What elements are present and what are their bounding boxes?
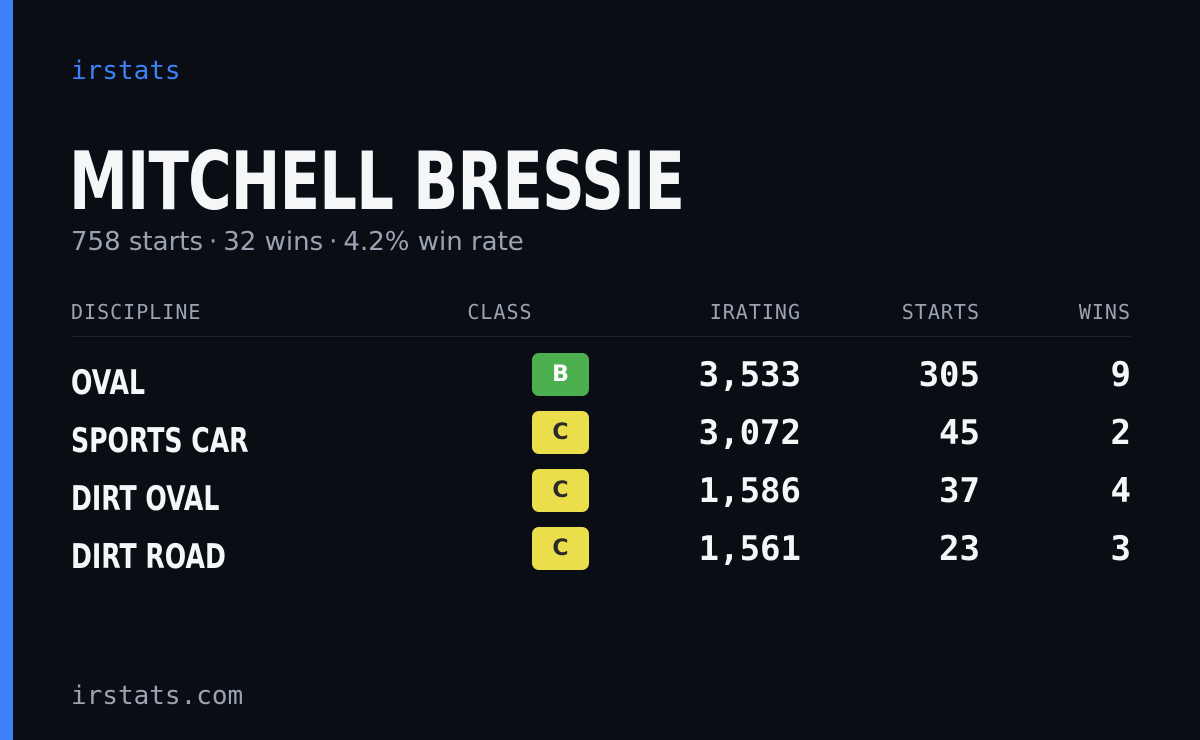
total-wins: 32 wins: [223, 227, 324, 257]
header-discipline: DISCIPLINE: [71, 300, 202, 324]
separator-dot: ·: [209, 227, 218, 257]
discipline-name: OVAL: [71, 363, 145, 403]
discipline-name: DIRT OVAL: [71, 479, 220, 519]
class-badge: C: [532, 469, 589, 512]
header-wins: WINS: [1078, 300, 1131, 324]
discipline-table: DISCIPLINE CLASS IRATING STARTS WINS OVA…: [71, 298, 1131, 585]
table-header: DISCIPLINE CLASS IRATING STARTS WINS: [71, 298, 1131, 337]
wins-value: 3: [1110, 529, 1131, 569]
starts-value: 45: [939, 413, 980, 453]
irating-value: 3,072: [698, 413, 801, 453]
starts-value: 305: [918, 355, 980, 395]
driver-name: MITCHELL BRESSIE: [69, 135, 685, 228]
header-class: CLASS: [467, 300, 533, 324]
header-irating: IRATING: [709, 300, 801, 324]
wins-value: 4: [1110, 471, 1131, 511]
discipline-name: SPORTS CAR: [71, 421, 249, 461]
brand-label: irstats: [71, 56, 181, 86]
wins-value: 9: [1110, 355, 1131, 395]
starts-value: 23: [939, 529, 980, 569]
total-starts: 758 starts: [71, 227, 203, 257]
irating-value: 3,533: [698, 355, 801, 395]
table-row: DIRT OVAL C 1,586 37 4: [71, 469, 1131, 527]
table-body: OVAL B 3,533 305 9 SPORTS CAR C 3,072 45…: [71, 353, 1131, 585]
wins-value: 2: [1110, 413, 1131, 453]
table-row: OVAL B 3,533 305 9: [71, 353, 1131, 411]
driver-summary: 758 starts · 32 wins · 4.2% win rate: [71, 227, 524, 257]
discipline-name: DIRT ROAD: [71, 537, 226, 577]
accent-bar: [0, 0, 13, 740]
class-badge: C: [532, 527, 589, 570]
separator-dot: ·: [329, 227, 338, 257]
win-rate: 4.2% win rate: [343, 227, 524, 257]
footer-url: irstats.com: [71, 681, 244, 711]
header-starts: STARTS: [901, 300, 980, 324]
irating-value: 1,586: [698, 471, 801, 511]
irating-value: 1,561: [698, 529, 801, 569]
class-badge: B: [532, 353, 589, 396]
class-badge: C: [532, 411, 589, 454]
starts-value: 37: [939, 471, 980, 511]
table-row: SPORTS CAR C 3,072 45 2: [71, 411, 1131, 469]
table-row: DIRT ROAD C 1,561 23 3: [71, 527, 1131, 585]
